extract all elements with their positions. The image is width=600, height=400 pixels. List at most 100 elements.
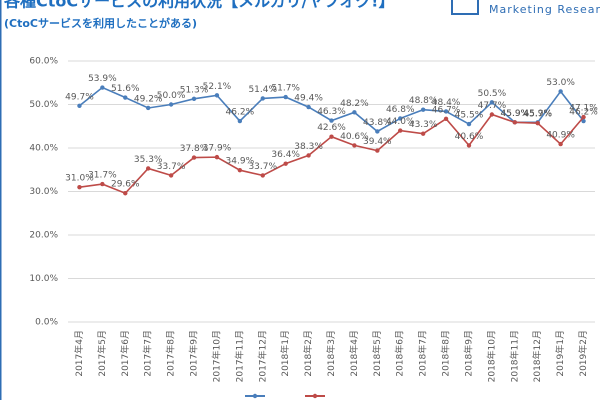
data-label: 31.7% xyxy=(88,171,117,181)
x-tick-label: 2018年10月 xyxy=(485,330,497,382)
data-label: 29.6% xyxy=(111,180,140,190)
data-label: 48.2% xyxy=(340,99,369,109)
x-tick-label: 2017年6月 xyxy=(119,330,131,377)
data-label: 48.8% xyxy=(409,96,438,106)
data-point xyxy=(123,95,128,100)
x-tick-label: 2017年11月 xyxy=(233,330,245,382)
data-point xyxy=(329,134,334,139)
data-label: 43.3% xyxy=(409,120,438,130)
x-tick-label: 2017年10月 xyxy=(210,330,222,382)
data-label: 49.4% xyxy=(294,94,323,104)
data-point xyxy=(260,173,265,178)
data-label: 46.2% xyxy=(226,108,255,118)
data-point xyxy=(558,141,563,147)
data-label: 42.6% xyxy=(317,123,346,133)
data-point xyxy=(100,181,105,187)
data-label: 43.8% xyxy=(363,118,392,128)
x-tick-label: 2017年7月 xyxy=(142,330,154,377)
data-label: 45.7% xyxy=(523,110,552,120)
data-point xyxy=(306,153,311,158)
data-point xyxy=(214,154,220,160)
x-tick-label: 2017年9月 xyxy=(188,330,200,377)
data-label: 51.4% xyxy=(248,85,277,95)
data-point xyxy=(77,103,82,109)
data-label: 36.4% xyxy=(271,150,300,160)
data-label: 38.3% xyxy=(294,142,323,152)
data-label: 49.2% xyxy=(134,94,163,104)
data-point xyxy=(77,184,82,190)
data-point xyxy=(237,167,243,173)
x-tick-label: 2019年2月 xyxy=(577,330,589,377)
data-point xyxy=(191,96,197,102)
data-point xyxy=(466,121,472,127)
data-label: 34.9% xyxy=(226,157,255,167)
data-point xyxy=(398,116,403,121)
data-point xyxy=(352,110,357,115)
x-tick-label: 2018年11月 xyxy=(508,330,520,382)
data-point xyxy=(145,105,151,111)
data-point xyxy=(375,129,380,134)
data-label: 53.0% xyxy=(546,78,575,88)
data-point xyxy=(489,100,495,105)
data-label: 44.0% xyxy=(386,117,415,127)
data-label: 39.4% xyxy=(363,137,392,147)
x-tick-label: 2017年8月 xyxy=(165,330,177,377)
data-point xyxy=(191,155,197,160)
data-label: 45.9% xyxy=(523,109,552,119)
data-point xyxy=(581,114,586,120)
x-tick-label: 2019年1月 xyxy=(554,330,566,377)
data-label: 37.8% xyxy=(180,144,209,154)
y-tick-label: 20.0% xyxy=(29,231,58,241)
chart-subtitle: (CtoCサービスを利用したことがある) xyxy=(4,16,197,30)
x-tick-label: 2018年6月 xyxy=(394,330,406,377)
data-label: 51.3% xyxy=(180,85,209,95)
data-point xyxy=(237,118,243,124)
data-label: 53.9% xyxy=(88,74,117,84)
legend-marker xyxy=(252,393,258,399)
x-tick-label: 2017年4月 xyxy=(73,330,85,377)
x-tick-label: 2018年1月 xyxy=(279,330,291,377)
data-point xyxy=(145,166,151,171)
y-tick-label: 10.0% xyxy=(29,274,58,284)
data-label: 48.4% xyxy=(432,98,461,108)
data-point xyxy=(283,161,288,166)
x-tick-label: 2018年4月 xyxy=(348,330,360,377)
data-label: 45.9% xyxy=(501,109,530,119)
data-label: 45.5% xyxy=(455,111,484,121)
data-label: 31.0% xyxy=(65,174,94,184)
data-point xyxy=(352,143,357,148)
data-point xyxy=(512,120,518,125)
data-point xyxy=(306,104,311,110)
data-point xyxy=(398,128,403,133)
data-point xyxy=(558,89,563,94)
x-tick-label: 2018年8月 xyxy=(440,330,452,377)
data-label: 46.2% xyxy=(569,108,598,118)
data-point xyxy=(420,131,426,136)
data-point xyxy=(420,107,426,112)
data-label: 35.3% xyxy=(134,155,163,165)
data-label: 52.1% xyxy=(203,82,232,92)
data-label: 50.0% xyxy=(157,91,186,101)
data-label: 40.6% xyxy=(340,132,369,142)
data-label: 49.7% xyxy=(65,92,94,102)
data-point xyxy=(581,118,586,124)
data-label: 50.5% xyxy=(478,89,507,99)
x-tick-label: 2017年12月 xyxy=(256,330,268,382)
data-label: 37.9% xyxy=(203,144,232,154)
data-point xyxy=(283,94,288,100)
data-point xyxy=(443,116,449,122)
data-point xyxy=(168,102,174,107)
data-point xyxy=(375,148,380,153)
y-tick-label: 50.0% xyxy=(29,100,58,110)
data-point xyxy=(168,173,174,178)
data-point xyxy=(123,191,128,196)
data-label: 33.7% xyxy=(157,162,186,172)
logo-text: Marketing Research Camp xyxy=(489,3,600,16)
data-point xyxy=(489,112,495,117)
data-label: 33.7% xyxy=(248,162,277,172)
data-point xyxy=(100,85,105,90)
data-label: 40.9% xyxy=(546,131,575,141)
data-label: 47.7% xyxy=(478,101,507,111)
